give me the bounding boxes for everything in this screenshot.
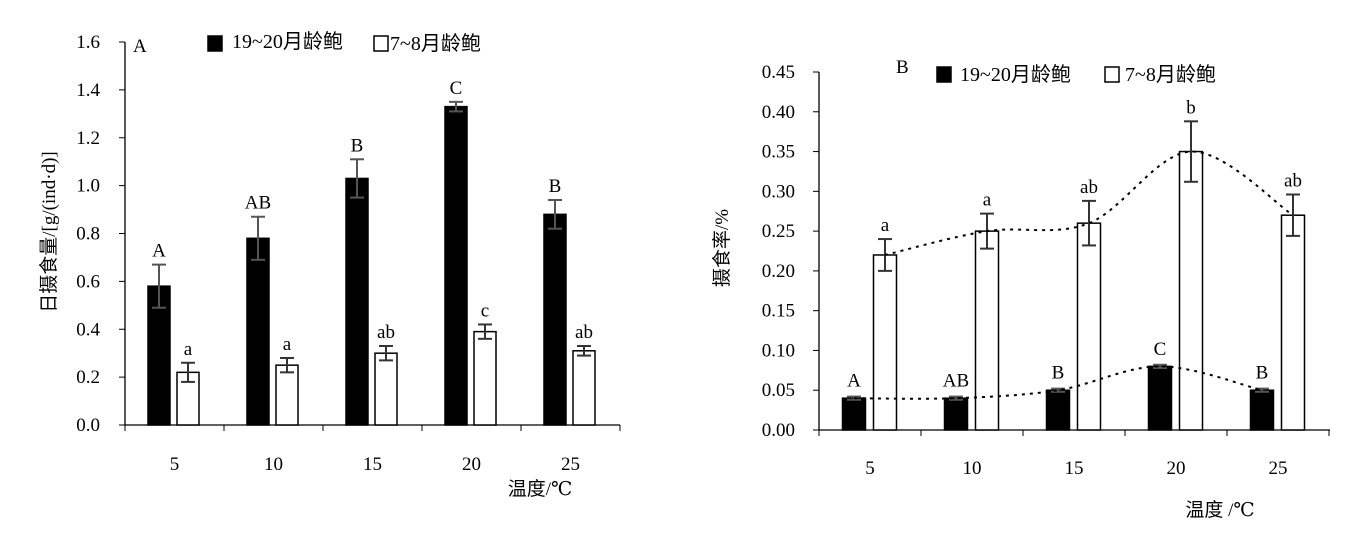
legend-label: 19~20月龄鲍	[232, 30, 343, 53]
y-tick-label: 0.30	[762, 181, 795, 202]
bar-19-20-month	[1249, 389, 1275, 431]
chart-panel-a: 0.0 0.2 0.4 0.6 0.8 1.0 1.2 1.4 1.6 5 10 15 20 25 温度/℃…	[38, 30, 621, 500]
y-axis-title: 日摄食量/[g/(ind·d)]	[38, 151, 60, 312]
significance-letter: a	[881, 215, 890, 236]
significance-letter: A	[152, 241, 166, 262]
y-tick-label: 0.35	[762, 142, 795, 163]
chart-panel-b: 0.00 0.05 0.10 0.15 0.20 0.25 0.30 0.35 0.40 0.45…	[711, 57, 1330, 521]
significance-letter: B	[1052, 363, 1065, 384]
y-tick-label: 0.15	[762, 301, 795, 322]
x-tick-label: 5	[170, 454, 180, 475]
bar-19-20-month	[841, 397, 867, 431]
significance-letter: A	[847, 371, 861, 392]
y-tick-label: 0.8	[76, 224, 100, 245]
x-tick-label: 5	[865, 458, 875, 479]
y-tick-label: 0.40	[762, 102, 795, 123]
bar-19-20-month	[543, 213, 567, 426]
significance-letter: b	[1186, 97, 1196, 118]
x-tick-label: 25	[1269, 458, 1288, 479]
y-tick-label: 0.45	[762, 62, 795, 83]
significance-letter: c	[481, 300, 489, 321]
y-tick-label: 1.2	[76, 128, 100, 149]
y-tick-label: 0.20	[762, 261, 795, 282]
significance-letter: ab	[575, 322, 593, 343]
bar-7-8-month	[275, 364, 299, 426]
y-tick-label: 0.10	[762, 340, 795, 361]
bar-7-8-month	[1178, 150, 1204, 431]
significance-letter: B	[1256, 363, 1269, 384]
x-tick-label: 15	[363, 454, 382, 475]
legend-swatch	[207, 35, 223, 52]
x-tick-label: 20	[1167, 458, 1186, 479]
y-axis-title: 摄食率/%	[711, 209, 733, 287]
significance-letter: C	[1154, 339, 1167, 360]
bar-7-8-month	[473, 330, 497, 426]
y-tick-label: 0.05	[762, 380, 795, 401]
panel-label: B	[896, 57, 909, 78]
significance-letter: C	[450, 78, 463, 99]
x-axis-title: 温度/℃	[508, 478, 573, 500]
y-tick-label: 0.25	[762, 221, 795, 242]
significance-letter: AB	[943, 371, 969, 392]
y-tick-label: 1.6	[76, 32, 100, 53]
legend-label: 19~20月龄鲍	[960, 63, 1071, 86]
significance-letter: a	[283, 334, 292, 355]
x-tick-label: 15	[1065, 458, 1084, 479]
legend-swatch	[936, 66, 952, 83]
trendline-7-8-month	[884, 150, 1294, 256]
x-tick-label: 25	[561, 454, 580, 475]
legend-label: 7~8月龄鲍	[390, 32, 481, 55]
bar-19-20-month	[943, 397, 969, 431]
bar-19-20-month	[246, 237, 270, 426]
bar-7-8-month	[374, 352, 398, 426]
x-tick-label: 20	[462, 454, 481, 475]
bar-19-20-month	[444, 105, 468, 426]
significance-letter: B	[549, 176, 562, 197]
legend-swatch	[373, 35, 389, 52]
significance-letter: ab	[1284, 171, 1302, 192]
panel-label: A	[133, 36, 147, 57]
significance-letter: B	[351, 135, 364, 156]
bar-7-8-month	[1076, 222, 1102, 431]
y-tick-label: 0.6	[76, 271, 100, 292]
bar-19-20-month	[1147, 365, 1173, 431]
bar-7-8-month	[572, 350, 596, 426]
bar-7-8-month	[974, 230, 1000, 431]
y-tick-label: 0.00	[762, 420, 795, 441]
bar-7-8-month	[1280, 214, 1306, 431]
bar-7-8-month	[872, 254, 898, 431]
y-tick-label: 0.2	[76, 367, 100, 388]
significance-letter: ab	[377, 322, 395, 343]
y-tick-label: 1.0	[76, 176, 100, 197]
x-axis-title: 温度 /℃	[1185, 499, 1254, 521]
y-tick-label: 0.4	[76, 319, 100, 340]
y-tick-label: 0.0	[76, 415, 100, 436]
significance-letter: a	[184, 339, 193, 360]
y-tick-label: 1.4	[76, 80, 100, 101]
significance-letter: a	[983, 190, 992, 211]
bar-19-20-month	[1045, 389, 1071, 431]
significance-letter: AB	[245, 193, 271, 214]
legend-label: 7~8月龄鲍	[1125, 63, 1216, 86]
x-tick-label: 10	[963, 458, 982, 479]
x-tick-label: 10	[264, 454, 283, 475]
bar-19-20-month	[345, 177, 369, 426]
legend-swatch	[1104, 66, 1120, 83]
significance-letter: ab	[1080, 177, 1098, 198]
